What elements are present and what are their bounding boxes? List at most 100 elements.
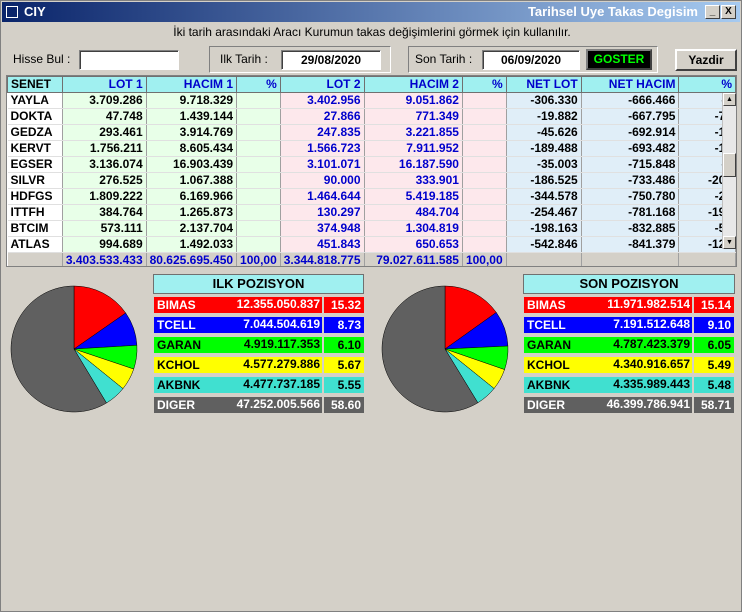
- table-cell: 771.349: [364, 108, 463, 125]
- table-totals-row: 3.403.533.433 80.625.695.450 100,00 3.344.8…: [7, 252, 736, 266]
- pozisyon-row: DIGER 46.399.786.941 58.71: [523, 396, 735, 415]
- pozisyon-pct: 15.32: [323, 296, 365, 314]
- table-cell: -750.780: [581, 188, 680, 205]
- table-cell: 90.000: [280, 172, 365, 189]
- hint-text: İki tarih arasındaki Aracı Kurumun takas…: [173, 25, 571, 39]
- pozisyon-row: AKBNK 4.335.989.443 5.48: [523, 376, 735, 395]
- table-row[interactable]: KERVT 1.756.211 8.605.434 1.566.723 7.911.95…: [7, 140, 736, 157]
- scroll-thumb[interactable]: [723, 153, 736, 177]
- pozisyon-pct: 5.49: [693, 356, 735, 374]
- pozisyon-row: BIMAS 11.971.982.514 15.14: [523, 296, 735, 315]
- table-cell: [462, 172, 507, 189]
- total-cell: 3.344.818.775: [280, 252, 365, 266]
- table-row[interactable]: HDFGS 1.809.222 6.169.966 1.464.644 5.419.18…: [7, 188, 736, 205]
- pozisyon-value: 47.252.005.566: [236, 397, 320, 411]
- table-cell: DOKTA: [7, 108, 63, 125]
- pozisyon-row: KCHOL 4.340.916.657 5.49: [523, 356, 735, 375]
- column-header[interactable]: %: [236, 76, 281, 93]
- pozisyon-value: 7.044.504.619: [243, 317, 320, 331]
- hisse-input[interactable]: [79, 50, 179, 70]
- scroll-down-arrow-icon[interactable]: ▼: [723, 236, 736, 249]
- window-title: Tarihsel Uye Takas Degisim: [527, 4, 698, 19]
- table-row[interactable]: ITTFH 384.764 1.265.873 130.297 484.704 -254.…: [7, 204, 736, 221]
- column-header[interactable]: SENET: [7, 76, 63, 93]
- column-header[interactable]: HACIM 2: [363, 76, 463, 93]
- yazdir-button[interactable]: Yazdir: [675, 49, 737, 71]
- pozisyon-row: TCELL 7.044.504.619 8.73: [153, 316, 365, 335]
- pozisyon-pct: 5.55: [323, 376, 365, 394]
- column-header[interactable]: NET HACIM: [580, 76, 680, 93]
- takas-table: SENET LOT 1 HACIM 1% LOT 2 HACIM 2% NET LOT NE…: [7, 76, 736, 266]
- column-header[interactable]: %: [461, 76, 507, 93]
- table-cell: -1: [678, 156, 736, 173]
- table-cell: -344.578: [506, 188, 582, 205]
- minimize-button[interactable]: _: [705, 5, 720, 19]
- column-header[interactable]: LOT 1: [61, 76, 147, 93]
- table-cell: -841.379: [581, 236, 680, 253]
- column-header[interactable]: HACIM 1: [145, 76, 238, 93]
- son-tarih-input[interactable]: 06/09/2020: [482, 50, 580, 70]
- table-cell: 384.764: [62, 204, 147, 221]
- app-icon: [6, 6, 18, 18]
- pozisyon-name: BIMAS: [153, 296, 323, 314]
- table-cell: [462, 204, 507, 221]
- son-tarih-group: [408, 46, 658, 73]
- scroll-up-arrow-icon[interactable]: ▲: [723, 93, 736, 106]
- pozisyon-value: 4.335.989.443: [613, 377, 690, 391]
- hisse-label: Hisse Bul :: [13, 52, 71, 66]
- table-cell: 293.461: [62, 124, 147, 141]
- table-row[interactable]: DOKTA 47.748 1.439.144 27.866 771.349 -19.882…: [7, 108, 736, 125]
- table-cell: 8.605.434: [146, 140, 238, 157]
- pozisyon-name: AKBNK: [523, 376, 693, 394]
- pozisyon-pct: 58.60: [323, 396, 365, 414]
- table-cell: [462, 220, 507, 237]
- pozisyon-pct: 6.10: [323, 336, 365, 354]
- table-cell: [462, 236, 507, 253]
- pozisyon-value: 4.919.117.353: [243, 337, 320, 351]
- table-cell: -207: [678, 172, 736, 189]
- column-header[interactable]: NET LOT: [505, 76, 582, 93]
- column-header[interactable]: LOT 2: [279, 76, 365, 93]
- total-cell: 100,00: [462, 252, 507, 266]
- close-button[interactable]: X: [721, 5, 736, 19]
- pie-slice-bimas: [444, 285, 497, 350]
- vertical-scrollbar[interactable]: ▲ ▼: [722, 93, 736, 249]
- total-cell: 79.027.611.585: [364, 252, 463, 266]
- table-cell: EGSER: [7, 156, 63, 173]
- table-row[interactable]: BTCIM 573.111 2.137.704 374.948 1.304.819 -19…: [7, 220, 736, 237]
- goster-button[interactable]: GOSTER: [586, 49, 652, 70]
- table-row[interactable]: YAYLA 3.709.286 9.718.329 3.402.956 9.051.86…: [7, 92, 736, 109]
- table-cell: [462, 124, 507, 141]
- table-cell: -189.488: [506, 140, 582, 157]
- pie-slice-diger: [10, 285, 107, 413]
- table-row[interactable]: EGSER 3.136.074 16.903.439 3.101.071 16.187.…: [7, 156, 736, 173]
- table-cell: -542.846: [506, 236, 582, 253]
- pozisyon-pct: 58.71: [693, 396, 735, 414]
- column-header[interactable]: %: [678, 76, 736, 93]
- table-cell: [462, 108, 507, 125]
- table-cell: 1.304.819: [364, 220, 463, 237]
- ilk-tarih-input[interactable]: 29/08/2020: [281, 50, 381, 70]
- table-cell: 994.689: [62, 236, 147, 253]
- table-cell: -693.482: [581, 140, 680, 157]
- pozisyon-value: 11.971.982.514: [607, 297, 690, 311]
- table-row[interactable]: ATLAS 994.689 1.492.033 451.843 650.653 -542.…: [7, 236, 736, 253]
- table-row[interactable]: GEDZA 293.461 3.914.769 247.835 3.221.855 -45…: [7, 124, 736, 141]
- table-cell: [236, 140, 281, 157]
- table-cell: -306.330: [506, 92, 582, 109]
- table-row[interactable]: SILVR 276.525 1.067.388 90.000 333.901 -186.5…: [7, 172, 736, 189]
- ilk-pozisyon-pie-chart: [10, 285, 138, 413]
- table-cell: 1.067.388: [146, 172, 238, 189]
- pozisyon-pct: 9.10: [693, 316, 735, 334]
- app-title: CIY: [24, 4, 46, 19]
- table-cell: [236, 156, 281, 173]
- table-cell: -19.882: [506, 108, 582, 125]
- pozisyon-name: GARAN: [153, 336, 323, 354]
- pozisyon-row: AKBNK 4.477.737.185 5.55: [153, 376, 365, 395]
- table-cell: -715.848: [581, 156, 680, 173]
- table-cell: BTCIM: [7, 220, 63, 237]
- son-pozisyon-pie-chart: [381, 285, 509, 413]
- title-bar[interactable]: CIY Tarihsel Uye Takas Degisim _ X: [2, 2, 740, 22]
- pozisyon-row: GARAN 4.919.117.353 6.10: [153, 336, 365, 355]
